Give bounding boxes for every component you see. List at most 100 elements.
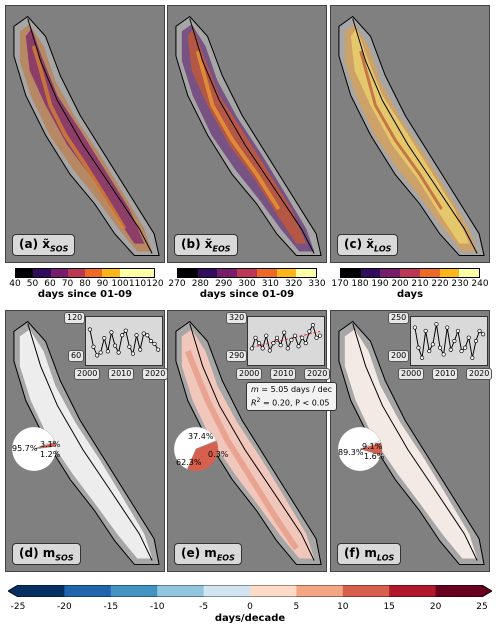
pie-label: 89.3% xyxy=(338,448,364,457)
colorbar-tick: -25 xyxy=(10,602,26,612)
data-point xyxy=(318,333,323,338)
data-point xyxy=(274,335,280,340)
colorbar-segment xyxy=(296,269,317,277)
colorbar-segment xyxy=(250,585,297,597)
colorbar-gradient xyxy=(7,584,493,598)
panel-label-e: (e) mEOS xyxy=(174,542,242,565)
timeseries-inset-d xyxy=(85,316,163,366)
colorbar-tick: 100 xyxy=(111,279,129,289)
colorbar-gradient xyxy=(177,268,317,278)
x-tick-label: 2000 xyxy=(74,368,101,380)
data-point xyxy=(98,350,103,355)
colorbar-label: days since 01-09 xyxy=(199,289,295,300)
trend-stats-box: m = 5.05 days / dec R2 = 0.20, P < 0.05 xyxy=(246,382,338,411)
trend-slope: m = 5.05 days / dec xyxy=(251,385,333,394)
data-point xyxy=(477,328,482,333)
data-point xyxy=(109,330,114,335)
map-panel-b: (b) x̃EOS xyxy=(167,5,327,263)
colorbar-tick: 40 xyxy=(9,279,21,289)
colorbar-extend-high xyxy=(482,585,492,597)
x-tick-label: 2000 xyxy=(236,368,263,380)
colorbar-segment xyxy=(459,269,480,277)
panel-label-b: (b) x̃EOS xyxy=(174,233,238,256)
data-point xyxy=(249,346,254,351)
data-point xyxy=(463,345,468,350)
data-point xyxy=(267,348,272,353)
colorbar-segment xyxy=(16,269,34,277)
colorbar-segment xyxy=(341,269,361,277)
colorbar-tick: -5 xyxy=(199,602,209,612)
pie-slice xyxy=(359,440,382,450)
colorbar-segment xyxy=(157,585,205,597)
colorbar-segment xyxy=(64,585,112,597)
colorbar-ticks: 40 50 60 70 80 90 100 110 120 xyxy=(9,278,163,290)
y-tick-label: 250 xyxy=(388,312,410,324)
x-tick-label: 2010 xyxy=(270,368,297,380)
colorbar-tick: -10 xyxy=(149,602,165,612)
colorbar-tick: 70 xyxy=(61,279,74,289)
data-point xyxy=(264,333,269,338)
colorbar-b: 270 280 290 300 310 320 330 days since 01-09 xyxy=(168,268,326,300)
y-tick-label: 290 xyxy=(226,350,248,362)
colorbar-tick: 110 xyxy=(128,279,147,289)
data-point xyxy=(134,333,139,338)
data-point xyxy=(130,351,136,356)
pie-label: 62.3% xyxy=(176,458,202,467)
timeseries-inset-e xyxy=(247,316,325,366)
colorbar-segment xyxy=(342,585,390,597)
colorbar-segment xyxy=(389,585,437,597)
colorbar-tick: 280 xyxy=(191,279,209,289)
data-point xyxy=(434,322,439,327)
colorbar-segment xyxy=(18,585,65,597)
data-point xyxy=(296,344,301,349)
colorbar-tick: 270 xyxy=(168,279,186,289)
colorbar-tick: 0 xyxy=(247,602,253,612)
pie-chart-e xyxy=(173,426,219,472)
data-point xyxy=(102,336,107,341)
data-point xyxy=(292,333,298,338)
colorbar-segment xyxy=(360,269,381,277)
panel-label-f: (f) mLOS xyxy=(337,542,402,565)
trend-colorbar: -25 -20 -15 -10 -5 0 5 10 15 20 25 days/decade xyxy=(7,582,493,624)
colorbar-tick: 15 xyxy=(383,602,395,612)
colorbar-segment xyxy=(110,585,158,597)
colorbar-tick: -15 xyxy=(103,602,119,612)
colorbar-segment xyxy=(102,269,120,277)
colorbar-segment xyxy=(296,585,344,597)
data-point xyxy=(94,353,100,358)
colorbar-tick: 200 xyxy=(391,279,409,289)
data-point xyxy=(310,323,316,328)
colorbar-a: 40 50 60 70 80 90 100 110 120 days since 01-09 xyxy=(9,268,164,300)
pie-chart-d xyxy=(11,426,57,472)
pie-slice xyxy=(33,440,56,450)
colorbar-segment xyxy=(435,585,483,597)
x-tick-label: 2000 xyxy=(398,368,425,380)
data-point xyxy=(437,345,443,350)
colorbar-segment xyxy=(203,585,251,597)
data-point xyxy=(481,332,486,337)
colorbar-tick: 180 xyxy=(351,279,369,289)
panel-label-a: (a) x̃SOS xyxy=(12,233,76,256)
colorbar-segment xyxy=(33,269,51,277)
x-tick-label: 2010 xyxy=(108,368,135,380)
colorbar-gradient xyxy=(15,268,155,278)
colorbar-ticks: 170 180 190 200 210 220 230 240 xyxy=(331,278,488,290)
data-point xyxy=(441,352,446,357)
pie-label: 1.2% xyxy=(40,450,61,459)
colorbar-tick: -20 xyxy=(57,602,72,612)
data-point xyxy=(127,344,132,349)
data-point xyxy=(116,350,121,355)
pie-slice xyxy=(173,426,217,470)
y-tick-label: 120 xyxy=(64,312,86,324)
data-point xyxy=(466,335,471,340)
colorbar-segment xyxy=(217,269,238,277)
colorbar-c: 170 180 190 200 210 220 230 240 days xyxy=(331,268,489,300)
data-point xyxy=(419,355,425,360)
data-point xyxy=(87,327,92,332)
data-point xyxy=(105,349,110,354)
timeseries-plot xyxy=(87,327,161,358)
colorbar-segment xyxy=(67,269,85,277)
data-point xyxy=(416,345,421,350)
data-point xyxy=(260,346,265,351)
pie-label: 0.3% xyxy=(208,450,229,459)
